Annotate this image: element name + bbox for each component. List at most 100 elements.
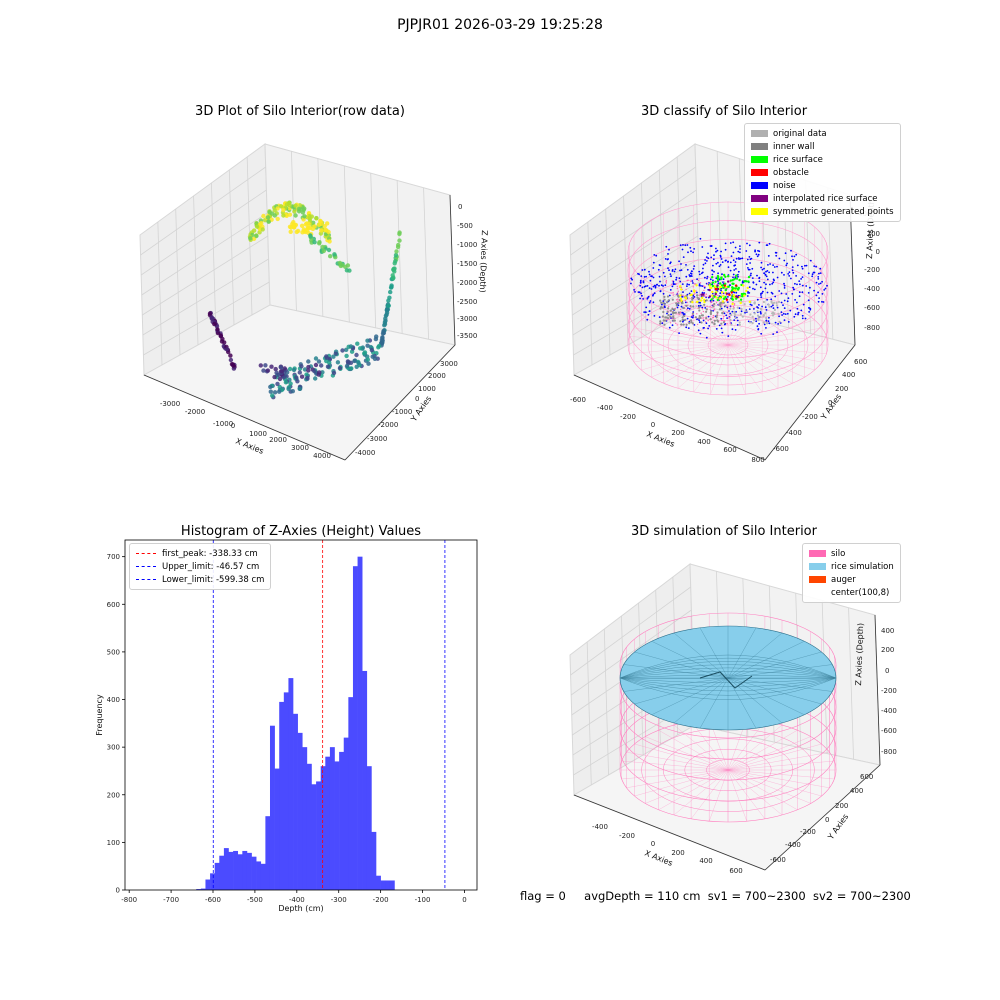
p2-point (722, 286, 725, 289)
histogram-ylabel: Frequency (95, 694, 104, 736)
p2-point (821, 293, 824, 295)
p2-point (815, 265, 817, 268)
histogram-xticks: -800 -700 -600 -500 -400 -300 -200 -100 0 (121, 890, 467, 904)
histogram-bar (196, 889, 202, 890)
histogram-ytick-label: 600 (107, 601, 120, 609)
p1-point (272, 374, 277, 380)
p2-point (696, 300, 699, 303)
p2-point (722, 321, 725, 324)
p2-point (646, 297, 649, 299)
p2-point (729, 284, 731, 287)
p2-point (770, 298, 773, 301)
p2-point (712, 304, 714, 306)
p4-zlabel: Z Axies (Depth) (854, 623, 865, 686)
p2-point (790, 249, 792, 252)
p2-point (728, 310, 730, 312)
p1-point (331, 370, 337, 376)
p2-point (793, 288, 795, 291)
p2-point (766, 298, 768, 301)
p1-point (268, 384, 273, 390)
p1-ztick: -2000 (457, 279, 477, 287)
p1-point (260, 227, 265, 232)
p2-point (722, 295, 725, 298)
p2-point (767, 303, 770, 306)
p2-point (699, 332, 702, 335)
p1-point (266, 219, 271, 224)
p2-point (666, 301, 669, 304)
p1-point (248, 236, 253, 241)
p2-point (801, 291, 804, 294)
panel3-legend-label: first_peak: -338.33 cm (162, 548, 258, 559)
p2-point (703, 292, 706, 294)
p1-point (304, 372, 309, 377)
p2-point (748, 256, 751, 258)
p2-point (782, 312, 785, 315)
p1-point (384, 308, 390, 313)
sv1-text: sv1 = 700~2300 (707, 889, 806, 903)
p2-point (740, 307, 743, 311)
p2-point (671, 269, 674, 271)
p2-point (735, 277, 738, 280)
p2-point (664, 258, 667, 260)
p2-point (659, 320, 662, 323)
p2-zlabel: Z Axies (Depth) (865, 196, 876, 259)
p2-point (759, 315, 762, 318)
p1-point (291, 367, 297, 373)
histogram-bar (214, 862, 220, 890)
p2-point (707, 319, 709, 322)
histogram-ytick-label: 500 (107, 648, 120, 656)
p2-ylabel: Y Axies (819, 392, 844, 422)
p1-xtick: -1000 (213, 420, 233, 428)
panel2-legend-item: original data (751, 127, 894, 140)
p2-point (776, 265, 778, 268)
p1-point (394, 249, 399, 254)
p2-point (668, 248, 670, 251)
p2-point (758, 304, 760, 306)
p2-point (681, 318, 684, 321)
p1-point (318, 219, 323, 224)
p2-point (729, 269, 732, 272)
p2-point (697, 329, 700, 332)
p2-point (660, 301, 663, 304)
p1-point (284, 202, 290, 207)
status-footer: flag = 0 avgDepth = 110 cm sv1 = 700~230… (520, 889, 911, 903)
p4-xtick: -400 (592, 823, 608, 831)
p2-point (681, 316, 684, 319)
p2-point (705, 299, 708, 302)
p2-point (807, 299, 810, 302)
p2-point (760, 294, 762, 296)
p1-ytick: -1000 (392, 408, 412, 416)
p2-point (784, 313, 787, 315)
histogram-bar (256, 861, 262, 890)
p2-point (721, 300, 725, 303)
histogram-xlabel: Depth (cm) (278, 904, 323, 913)
p1-point (297, 370, 302, 375)
p2-point (650, 275, 652, 278)
p2-point (733, 310, 736, 313)
p2-point (718, 308, 722, 311)
p2-point (756, 310, 759, 313)
p2-point (792, 286, 794, 289)
p1-point (345, 359, 351, 364)
p1-point (220, 336, 225, 342)
panel4-xticks: -400 -200 0 200 400 600 (592, 823, 743, 875)
p1-point (294, 229, 299, 235)
p2-point (709, 278, 712, 281)
p2-point (687, 307, 689, 310)
p1-point (261, 213, 266, 219)
p2-point (732, 251, 735, 254)
p2-point (762, 300, 765, 304)
p1-point (344, 347, 349, 352)
p1-point (303, 222, 309, 227)
p2-point (700, 314, 703, 317)
p2-point (687, 304, 689, 306)
p2-point (685, 301, 687, 304)
p2-point (679, 320, 682, 323)
p2-point (772, 333, 775, 335)
p2-point (691, 314, 693, 317)
p2-point (662, 285, 664, 287)
p2-point (760, 266, 762, 269)
p2-point (752, 287, 754, 290)
panel2-legend-item: obstacle (751, 166, 894, 179)
p1-point (310, 226, 316, 232)
